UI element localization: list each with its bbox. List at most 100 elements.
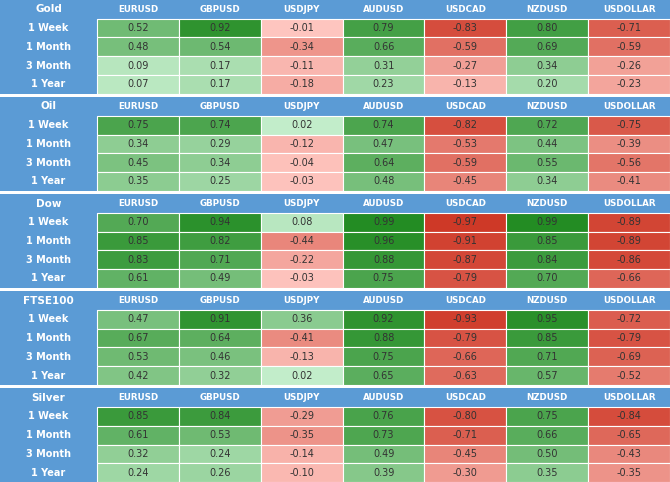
Text: 0.45: 0.45 (127, 158, 149, 168)
Text: 1 Year: 1 Year (31, 273, 66, 283)
Bar (261, 97, 342, 116)
Bar (179, 75, 261, 94)
Bar (97, 250, 179, 269)
Bar (342, 407, 425, 426)
Bar (342, 116, 425, 134)
Bar (588, 426, 670, 444)
Text: 0.95: 0.95 (537, 314, 558, 324)
Text: -0.23: -0.23 (616, 80, 642, 89)
Bar (261, 75, 342, 94)
Text: -0.86: -0.86 (616, 255, 641, 265)
Bar (97, 444, 179, 463)
Bar (0, 94, 670, 97)
Bar (588, 329, 670, 348)
Text: 0.57: 0.57 (537, 371, 558, 381)
Bar (0, 194, 97, 213)
Text: 0.34: 0.34 (537, 176, 558, 187)
Text: -0.72: -0.72 (616, 314, 642, 324)
Text: AUDUSD: AUDUSD (363, 393, 404, 402)
Text: 3 Month: 3 Month (26, 352, 71, 362)
Bar (179, 269, 261, 288)
Bar (261, 38, 342, 56)
Bar (179, 426, 261, 444)
Text: USDJPY: USDJPY (283, 393, 320, 402)
Bar (261, 134, 342, 153)
Text: -0.45: -0.45 (453, 176, 478, 187)
Bar (0, 134, 97, 153)
Text: -0.79: -0.79 (453, 273, 478, 283)
Text: USDOLLAR: USDOLLAR (603, 393, 655, 402)
Text: USDCAD: USDCAD (445, 102, 486, 111)
Bar (261, 232, 342, 250)
Text: 0.71: 0.71 (209, 255, 230, 265)
Bar (425, 426, 507, 444)
Text: NZDUSD: NZDUSD (527, 296, 568, 305)
Text: -0.91: -0.91 (453, 236, 478, 246)
Bar (588, 97, 670, 116)
Bar (97, 426, 179, 444)
Text: 0.34: 0.34 (537, 61, 558, 70)
Bar (97, 348, 179, 366)
Text: 0.50: 0.50 (537, 449, 558, 459)
Bar (588, 172, 670, 191)
Bar (261, 269, 342, 288)
Bar (342, 0, 425, 19)
Text: 0.74: 0.74 (209, 120, 230, 130)
Text: 0.85: 0.85 (537, 236, 558, 246)
Text: 0.75: 0.75 (373, 352, 395, 362)
Bar (97, 407, 179, 426)
Bar (588, 291, 670, 310)
Text: -0.69: -0.69 (616, 352, 641, 362)
Bar (588, 134, 670, 153)
Bar (0, 291, 97, 310)
Text: 0.17: 0.17 (209, 80, 230, 89)
Text: -0.30: -0.30 (453, 468, 478, 478)
Bar (507, 269, 588, 288)
Text: 1 Year: 1 Year (31, 371, 66, 381)
Text: 0.74: 0.74 (373, 120, 395, 130)
Bar (425, 444, 507, 463)
Text: 0.36: 0.36 (291, 314, 312, 324)
Bar (0, 329, 97, 348)
Bar (179, 0, 261, 19)
Text: 0.82: 0.82 (209, 236, 230, 246)
Bar (97, 194, 179, 213)
Text: USDJPY: USDJPY (283, 296, 320, 305)
Bar (507, 75, 588, 94)
Text: -0.66: -0.66 (616, 273, 641, 283)
Bar (0, 191, 670, 194)
Text: -0.56: -0.56 (616, 158, 642, 168)
Bar (261, 172, 342, 191)
Bar (425, 463, 507, 482)
Bar (507, 38, 588, 56)
Text: GBPUSD: GBPUSD (200, 393, 241, 402)
Text: 0.73: 0.73 (373, 430, 395, 440)
Text: USDCAD: USDCAD (445, 393, 486, 402)
Text: 0.75: 0.75 (127, 120, 149, 130)
Bar (425, 56, 507, 75)
Bar (261, 56, 342, 75)
Bar (97, 388, 179, 407)
Text: 1 Week: 1 Week (28, 412, 69, 421)
Text: AUDUSD: AUDUSD (363, 199, 404, 208)
Bar (179, 134, 261, 153)
Text: NZDUSD: NZDUSD (527, 393, 568, 402)
Text: 0.17: 0.17 (209, 61, 230, 70)
Text: 0.91: 0.91 (209, 314, 230, 324)
Text: 1 Month: 1 Month (26, 236, 71, 246)
Bar (0, 153, 97, 172)
Text: -0.79: -0.79 (616, 333, 642, 343)
Bar (261, 116, 342, 134)
Text: 0.08: 0.08 (291, 217, 312, 227)
Text: 0.44: 0.44 (537, 139, 558, 149)
Text: -0.66: -0.66 (453, 352, 478, 362)
Bar (507, 232, 588, 250)
Bar (588, 232, 670, 250)
Text: 1 Week: 1 Week (28, 217, 69, 227)
Text: 0.55: 0.55 (537, 158, 558, 168)
Text: EURUSD: EURUSD (118, 393, 158, 402)
Bar (261, 153, 342, 172)
Text: -0.18: -0.18 (289, 80, 314, 89)
Bar (0, 19, 97, 38)
Bar (588, 153, 670, 172)
